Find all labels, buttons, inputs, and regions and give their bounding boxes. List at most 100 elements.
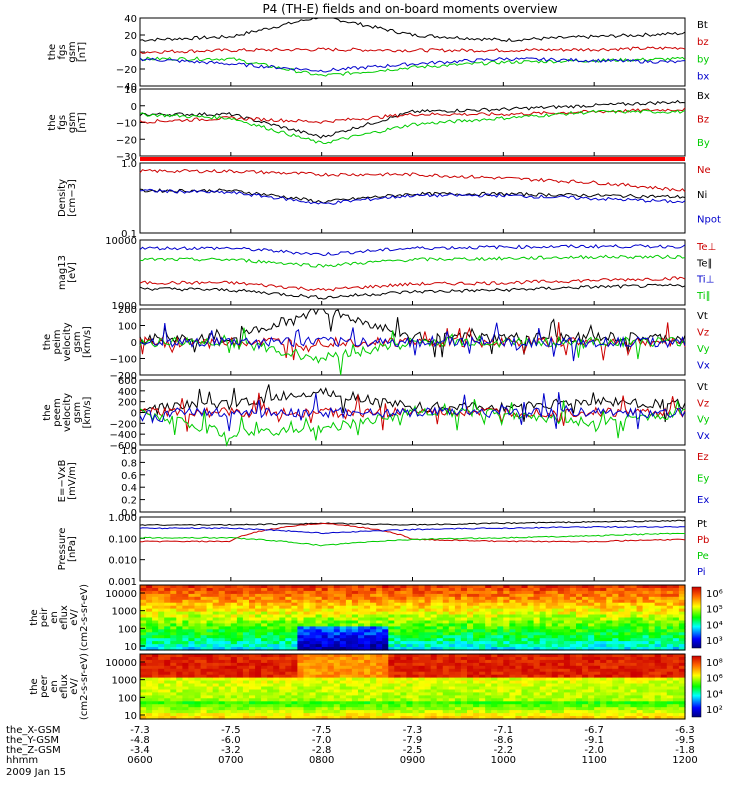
- heat-cell: [364, 692, 371, 696]
- heat-cell: [176, 668, 183, 673]
- heat-cell: [267, 692, 274, 696]
- heat-cell: [182, 677, 190, 682]
- heat-cell: [218, 629, 226, 633]
- heat-cell: [473, 698, 480, 702]
- heat-cell: [249, 620, 256, 625]
- heat-cell: [382, 716, 389, 720]
- heat-cell: [642, 620, 650, 625]
- heat-cell: [358, 620, 365, 625]
- heat-cell: [545, 671, 553, 676]
- heat-cell: [436, 683, 444, 688]
- heat-cell: [315, 689, 323, 694]
- heat-cell: [315, 695, 323, 699]
- heat-cell: [200, 623, 208, 627]
- heat-cell: [412, 704, 420, 708]
- heat-cell: [533, 659, 541, 664]
- heat-cell: [509, 596, 517, 601]
- heat-cell: [279, 614, 286, 619]
- footer-value: -7.5: [312, 725, 332, 736]
- heat-cell: [612, 668, 619, 673]
- heat-cell: [479, 704, 486, 708]
- heat-cell: [533, 590, 541, 595]
- heat-cell: [418, 680, 426, 685]
- heat-cell: [545, 638, 553, 642]
- heat-cell: [430, 692, 438, 696]
- heat-cell: [242, 659, 250, 664]
- heat-cell: [345, 635, 353, 639]
- heat-cell: [442, 617, 450, 622]
- heat-cell: [406, 590, 414, 595]
- heat-cell: [279, 701, 286, 705]
- heat-cell: [418, 662, 426, 667]
- heat-cell: [303, 635, 311, 639]
- heat-cell: [672, 588, 680, 592]
- heat-cell: [273, 605, 280, 610]
- heat-cell: [394, 662, 401, 667]
- heat-cell: [588, 614, 595, 619]
- heat-cell: [678, 647, 686, 651]
- heat-cell: [430, 716, 438, 720]
- heat-cell: [569, 629, 577, 633]
- heat-cell: [467, 707, 474, 711]
- heat-cell: [503, 680, 510, 685]
- heat-cell: [594, 657, 601, 661]
- heat-cell: [249, 596, 256, 601]
- heat-cell: [576, 608, 583, 613]
- ylabel-word: velocity: [62, 393, 73, 432]
- heat-cell: [454, 632, 462, 636]
- heat-cell: [327, 654, 335, 658]
- heat-cell: [491, 704, 498, 708]
- heat-cell: [273, 647, 280, 651]
- heat-cell: [170, 590, 177, 595]
- heat-cell: [333, 668, 341, 673]
- heat-cell: [442, 611, 450, 616]
- heat-cell: [200, 680, 208, 685]
- heat-cell: [176, 632, 183, 636]
- heat-cell: [648, 692, 656, 696]
- heat-cell: [321, 665, 329, 670]
- heat-cell: [382, 695, 389, 699]
- heat-cell: [230, 599, 238, 604]
- heat-cell: [418, 689, 426, 694]
- heat-cell: [176, 674, 183, 679]
- figure-title: P4 (TH-E) fields and on-board moments ov…: [262, 2, 557, 16]
- heat-cell: [194, 707, 202, 711]
- heat-cell: [624, 611, 632, 616]
- heat-cell: [600, 611, 607, 616]
- heat-cell: [315, 599, 323, 604]
- heat-cell: [630, 707, 638, 711]
- heat-cell: [576, 620, 583, 625]
- heat-cell: [612, 629, 619, 633]
- heat-cell: [364, 593, 371, 598]
- heat-cell: [636, 593, 644, 598]
- footer-value: -2.0: [584, 745, 604, 756]
- heat-cell: [182, 620, 190, 625]
- heat-cell: [206, 623, 214, 627]
- heat-cell: [382, 710, 389, 714]
- heat-cell: [358, 671, 365, 676]
- heat-cell: [588, 644, 595, 648]
- heat-cell: [285, 585, 292, 589]
- heat-cell: [648, 657, 656, 661]
- heat-cell: [176, 710, 183, 714]
- heat-cell: [479, 623, 486, 627]
- heat-cell: [430, 698, 438, 702]
- heat-cell: [594, 614, 601, 619]
- heat-cell: [473, 689, 480, 694]
- heat-cell: [503, 617, 510, 622]
- heat-cell: [315, 713, 323, 717]
- heat-cell: [146, 623, 153, 627]
- heat-cell: [255, 662, 262, 667]
- heat-cell: [358, 707, 365, 711]
- heat-cell: [291, 602, 299, 607]
- heat-cell: [164, 620, 171, 625]
- heat-cell: [630, 713, 638, 717]
- heat-cell: [521, 707, 529, 711]
- heat-cell: [152, 665, 159, 670]
- heat-cell: [249, 659, 256, 664]
- heat-cell: [309, 605, 317, 610]
- heat-cell: [400, 647, 408, 651]
- heat-cell: [660, 704, 668, 708]
- heat-cell: [642, 704, 650, 708]
- heat-cell: [624, 677, 632, 682]
